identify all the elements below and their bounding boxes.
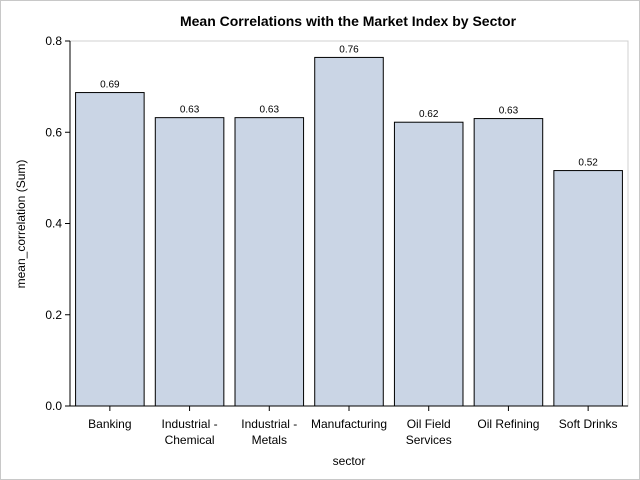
bar-value-label: 0.63 <box>260 105 280 116</box>
x-tick-label: Industrial - <box>241 417 297 431</box>
x-tick-label: Manufacturing <box>311 417 387 431</box>
y-tick-label: 0.4 <box>45 217 62 231</box>
bar-value-label: 0.69 <box>100 80 120 91</box>
y-tick-label: 0.0 <box>45 399 62 413</box>
x-tick-label: Oil Field <box>407 417 451 431</box>
y-tick-label: 0.6 <box>45 125 62 139</box>
bar <box>314 56 384 407</box>
plot-area: 0.0 0.2 0.4 0.6 0.8 0.69 Banking 0.63 Industrial… <box>45 34 629 447</box>
bar-value-label: 0.52 <box>578 158 598 169</box>
bar-value-label: 0.63 <box>499 106 519 117</box>
x-tick-label: Banking <box>88 417 131 431</box>
bar <box>154 117 225 407</box>
x-tick-label: Metals <box>252 433 287 447</box>
bar-value-label: 0.63 <box>180 105 200 116</box>
x-tick-label: Soft Drinks <box>559 417 618 431</box>
bar <box>75 92 145 407</box>
bar <box>393 121 464 407</box>
y-axis-label: mean_correlation (Sum) <box>14 160 28 289</box>
x-tick-label: Industrial - <box>162 417 218 431</box>
bar <box>473 118 544 407</box>
x-tick-label: Oil Refining <box>477 417 539 431</box>
y-tick-label: 0.8 <box>45 34 62 48</box>
x-tick-label: Chemical <box>165 433 215 447</box>
bar-value-label: 0.62 <box>419 109 439 120</box>
bar <box>553 170 623 407</box>
y-tick-label: 0.2 <box>45 308 62 322</box>
x-axis-label: sector <box>333 454 366 468</box>
chart-title: Mean Correlations with the Market Index … <box>180 13 517 29</box>
bar-value-label: 0.76 <box>339 44 359 55</box>
x-tick-label: Services <box>406 433 452 447</box>
bar <box>234 117 305 407</box>
